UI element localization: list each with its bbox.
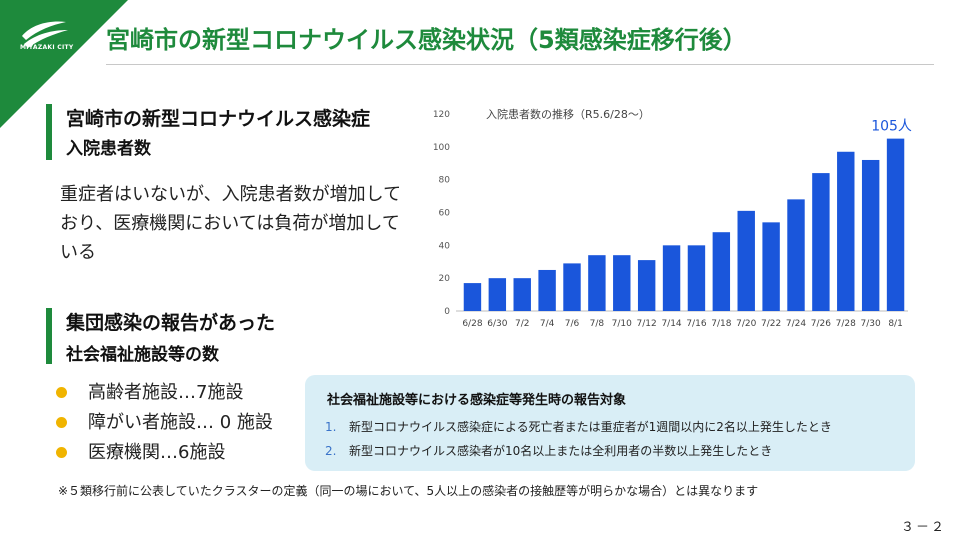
chart-bar [637,260,656,311]
city-logo-icon [22,21,68,48]
bullet-dot-icon [56,387,67,398]
bullet-dot-icon [56,447,67,458]
chart-bar [687,245,706,311]
title-divider [106,64,934,65]
facility-count: 高齢者施設…7施設 [88,382,244,403]
criteria-number: 2. [325,444,337,458]
x-tick-label: 7/2 [515,319,529,329]
y-tick-label: 40 [439,241,451,251]
x-tick-label: 7/30 [861,319,881,329]
section-marker-cluster [46,308,52,364]
criteria-text: 新型コロナウイルス感染者が10名以上または全利用者の半数以上発生したとき [349,444,773,458]
x-tick-label: 7/4 [540,319,555,329]
criteria-text: 新型コロナウイルス感染症による死亡者または重症者が1週間以内に2名以上発生したと… [349,420,832,434]
chart-title: 入院患者数の推移（R5.6/28～） [486,107,650,121]
list-item: 1. 新型コロナウイルス感染症による死亡者または重症者が1週間以内に2名以上発生し… [325,415,832,439]
chart-bar [886,138,905,311]
chart-bar [513,278,531,311]
chart-bar [762,222,780,311]
report-criteria-panel: 社会福祉施設等における感染症等発生時の報告対象 1. 新型コロナウイルス感染症によ… [305,375,915,471]
y-tick-label: 80 [439,176,451,186]
x-tick-label: 6/30 [487,319,507,329]
section-title-inpatient-line1: 宮崎市の新型コロナウイルス感染症 [66,108,371,130]
list-item: 医療機関…6施設 [52,438,273,468]
chart-bar [737,210,755,311]
facility-list: 高齢者施設…7施設 障がい者施設… 0 施設 医療機関…6施設 [52,378,273,468]
logo-text: MIYAZAKI CITY [20,44,74,51]
criteria-title: 社会福祉施設等における感染症等発生時の報告対象 [327,393,627,408]
list-item: 2. 新型コロナウイルス感染者が10名以上または全利用者の半数以上発生したとき [325,439,832,463]
chart-bar [563,263,581,311]
x-tick-label: 7/26 [811,319,831,329]
x-tick-label: 6/28 [462,319,482,329]
section-title-cluster-line1: 集団感染の報告があった [66,312,276,334]
page-title: 宮崎市の新型コロナウイルス感染状況（5類感染症移行後） [106,26,747,54]
list-item: 高齢者施設…7施設 [52,378,273,408]
x-tick-label: 7/14 [661,319,681,329]
x-tick-label: 7/20 [736,319,756,329]
x-tick-label: 7/12 [637,319,657,329]
criteria-list: 1. 新型コロナウイルス感染症による死亡者または重症者が1週間以内に2名以上発生し… [325,415,832,463]
x-tick-label: 7/6 [565,319,580,329]
data-label: 105人 [871,119,912,135]
chart-bar [712,232,731,311]
facility-count: 障がい者施設… 0 施設 [88,412,273,433]
y-tick-label: 120 [433,110,450,120]
inpatient-bar-chart: 入院患者数の推移（R5.6/28～） 0 20 40 60 80 100 120 6/28 6/3… [433,107,912,329]
x-tick-label: 7/24 [786,319,806,329]
chart-bar [463,283,482,311]
y-tick-label: 100 [433,143,450,153]
chart-bar [787,199,805,311]
y-tick-label: 20 [439,274,451,284]
list-item: 障がい者施設… 0 施設 [52,408,273,438]
x-tick-label: 7/10 [612,319,632,329]
x-tick-label: 8/1 [888,319,902,329]
x-tick-label: 7/16 [686,319,706,329]
criteria-number: 1. [325,420,337,434]
y-tick-label: 60 [439,209,451,219]
bullet-dot-icon [56,417,67,428]
x-tick-label: 7/8 [590,319,605,329]
footnote: ※５類移行前に公表していたクラスターの定義（同一の場において、5人以上の感染者の… [58,484,759,498]
page-number: ３－２ [900,520,946,535]
chart-bar [837,151,855,311]
chart-bar [538,269,556,311]
chart-bar [861,159,880,311]
x-tick-label: 7/28 [836,319,856,329]
section-title-inpatient-line2: 入院患者数 [66,139,151,159]
x-tick-label: 7/22 [761,319,781,329]
section-marker-inpatient [46,104,52,160]
chart-bar [662,245,681,311]
chart-bar [488,278,507,311]
section-title-cluster-line2: 社会福祉施設等の数 [66,345,219,365]
facility-count: 医療機関…6施設 [88,442,226,463]
x-tick-label: 7/18 [711,319,731,329]
inpatient-description: 重症者はいないが、入院患者数が増加しており、医療機関においては負荷が増加している [60,184,402,263]
chart-bar [613,255,631,311]
y-tick-label: 0 [444,307,450,317]
chart-bar [812,173,830,311]
chart-bar [588,255,606,311]
